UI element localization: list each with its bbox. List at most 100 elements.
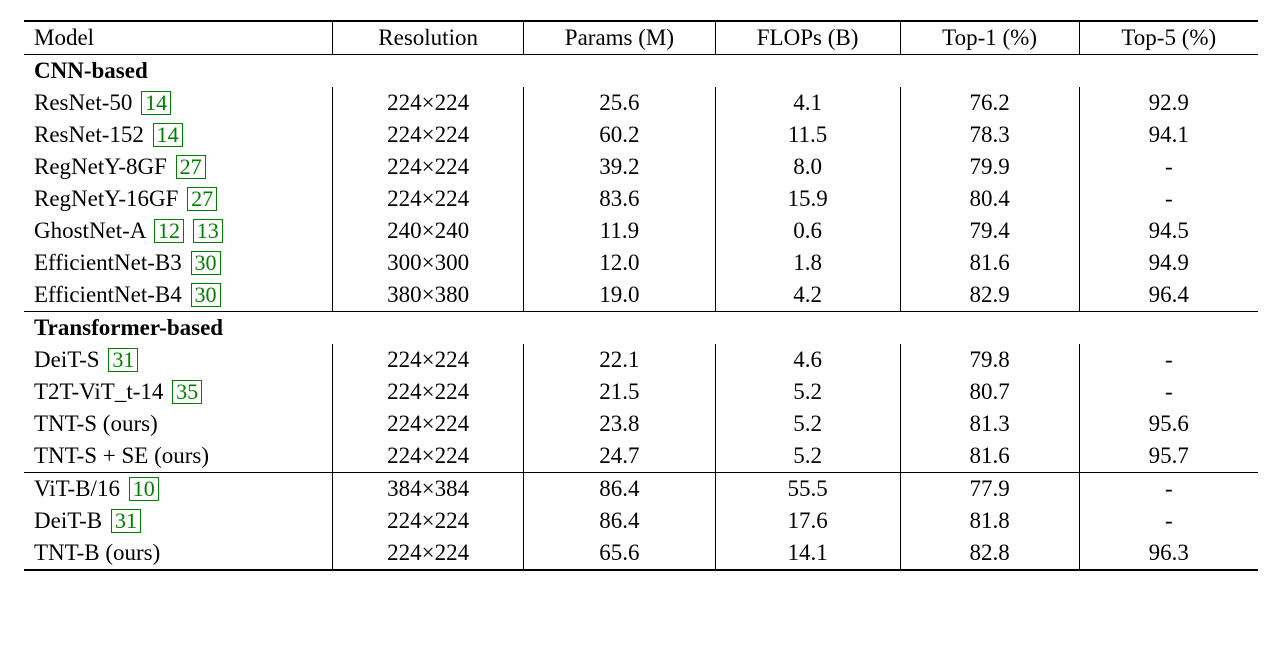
cell-top1: 79.4 <box>900 215 1079 247</box>
cell-flops: 17.6 <box>715 505 900 537</box>
cell-resolution: 224×224 <box>333 376 524 408</box>
model-name: DeiT-S <box>34 347 100 372</box>
cell-resolution: 224×224 <box>333 440 524 473</box>
cell-model: EfficientNet-B4 30 <box>24 279 333 312</box>
citation[interactable]: 30 <box>191 283 221 307</box>
cell-top5: 94.1 <box>1079 119 1258 151</box>
cell-flops: 11.5 <box>715 119 900 151</box>
cell-model: DeiT-B 31 <box>24 505 333 537</box>
col-top5: Top-5 (%) <box>1079 21 1258 55</box>
cell-top5: 95.6 <box>1079 408 1258 440</box>
col-top1: Top-1 (%) <box>900 21 1079 55</box>
citation[interactable]: 14 <box>153 123 183 147</box>
cell-model: DeiT-S 31 <box>24 344 333 376</box>
citation[interactable]: 31 <box>111 509 141 533</box>
citation[interactable]: 31 <box>108 348 138 372</box>
cell-top1: 81.8 <box>900 505 1079 537</box>
table-row: RegNetY-16GF 27224×22483.615.980.4- <box>24 183 1258 215</box>
cell-resolution: 224×224 <box>333 344 524 376</box>
cell-model: ResNet-50 14 <box>24 87 333 119</box>
cell-params: 23.8 <box>524 408 715 440</box>
citation[interactable]: 35 <box>172 380 202 404</box>
cell-model: TNT-S (ours) <box>24 408 333 440</box>
cell-top1: 77.9 <box>900 473 1079 506</box>
cell-top1: 82.8 <box>900 537 1079 570</box>
citation[interactable]: 27 <box>187 187 217 211</box>
cell-model: RegNetY-16GF 27 <box>24 183 333 215</box>
model-name: RegNetY-8GF <box>34 154 167 179</box>
table-row: ResNet-50 14224×22425.64.176.292.9 <box>24 87 1258 119</box>
table-row: TNT-S (ours)224×22423.85.281.395.6 <box>24 408 1258 440</box>
citation[interactable]: 30 <box>191 251 221 275</box>
table-header-row: Model Resolution Params (M) FLOPs (B) To… <box>24 21 1258 55</box>
cell-params: 12.0 <box>524 247 715 279</box>
table-row: RegNetY-8GF 27224×22439.28.079.9- <box>24 151 1258 183</box>
citation[interactable]: 14 <box>141 91 171 115</box>
cell-params: 24.7 <box>524 440 715 473</box>
table-body: CNN-basedResNet-50 14224×22425.64.176.29… <box>24 55 1258 571</box>
cell-model: ResNet-152 14 <box>24 119 333 151</box>
cell-flops: 5.2 <box>715 408 900 440</box>
cell-params: 60.2 <box>524 119 715 151</box>
cell-top5: - <box>1079 376 1258 408</box>
cell-resolution: 224×224 <box>333 119 524 151</box>
cell-top5: 96.4 <box>1079 279 1258 312</box>
model-name: EfficientNet-B4 <box>34 282 182 307</box>
cell-top1: 76.2 <box>900 87 1079 119</box>
cell-flops: 55.5 <box>715 473 900 506</box>
cell-model: TNT-S + SE (ours) <box>24 440 333 473</box>
cell-params: 86.4 <box>524 505 715 537</box>
model-name: ViT-B/16 <box>34 476 120 501</box>
cell-resolution: 380×380 <box>333 279 524 312</box>
cell-top1: 79.8 <box>900 344 1079 376</box>
group-label: Transformer-based <box>34 315 223 340</box>
cell-params: 39.2 <box>524 151 715 183</box>
table-row: ResNet-152 14224×22460.211.578.394.1 <box>24 119 1258 151</box>
table-row: DeiT-B 31224×22486.417.681.8- <box>24 505 1258 537</box>
group-header-row: Transformer-based <box>24 312 1258 345</box>
cell-top5: 94.5 <box>1079 215 1258 247</box>
model-name: TNT-S + SE (ours) <box>34 443 209 468</box>
cell-resolution: 224×224 <box>333 537 524 570</box>
cell-model: EfficientNet-B3 30 <box>24 247 333 279</box>
cell-top5: - <box>1079 473 1258 506</box>
cell-params: 83.6 <box>524 183 715 215</box>
cell-top5: - <box>1079 151 1258 183</box>
cell-resolution: 224×224 <box>333 505 524 537</box>
model-name: T2T-ViT_t-14 <box>34 379 163 404</box>
cell-top5: 92.9 <box>1079 87 1258 119</box>
cell-top5: - <box>1079 344 1258 376</box>
cell-flops: 15.9 <box>715 183 900 215</box>
col-flops: FLOPs (B) <box>715 21 900 55</box>
model-name: RegNetY-16GF <box>34 186 178 211</box>
table-row: EfficientNet-B3 30300×30012.01.881.694.9 <box>24 247 1258 279</box>
cell-params: 21.5 <box>524 376 715 408</box>
col-params: Params (M) <box>524 21 715 55</box>
table-row: EfficientNet-B4 30380×38019.04.282.996.4 <box>24 279 1258 312</box>
model-name: ResNet-50 <box>34 90 132 115</box>
citation[interactable]: 27 <box>176 155 206 179</box>
cell-resolution: 300×300 <box>333 247 524 279</box>
cell-top5: - <box>1079 183 1258 215</box>
citation[interactable]: 13 <box>193 219 223 243</box>
cell-top1: 78.3 <box>900 119 1079 151</box>
cell-params: 65.6 <box>524 537 715 570</box>
results-table: Model Resolution Params (M) FLOPs (B) To… <box>24 20 1258 571</box>
col-resolution: Resolution <box>333 21 524 55</box>
table-row: TNT-B (ours)224×22465.614.182.896.3 <box>24 537 1258 570</box>
cell-params: 11.9 <box>524 215 715 247</box>
cell-flops: 4.6 <box>715 344 900 376</box>
cell-params: 86.4 <box>524 473 715 506</box>
col-model: Model <box>24 21 333 55</box>
cell-model: GhostNet-A 12 13 <box>24 215 333 247</box>
cell-top1: 81.6 <box>900 247 1079 279</box>
model-name: DeiT-B <box>34 508 102 533</box>
cell-top1: 79.9 <box>900 151 1079 183</box>
citation[interactable]: 10 <box>129 477 159 501</box>
cell-top1: 81.3 <box>900 408 1079 440</box>
cell-top5: - <box>1079 505 1258 537</box>
table-row: TNT-S + SE (ours)224×22424.75.281.695.7 <box>24 440 1258 473</box>
cell-flops: 1.8 <box>715 247 900 279</box>
cell-resolution: 224×224 <box>333 87 524 119</box>
citation[interactable]: 12 <box>154 219 184 243</box>
